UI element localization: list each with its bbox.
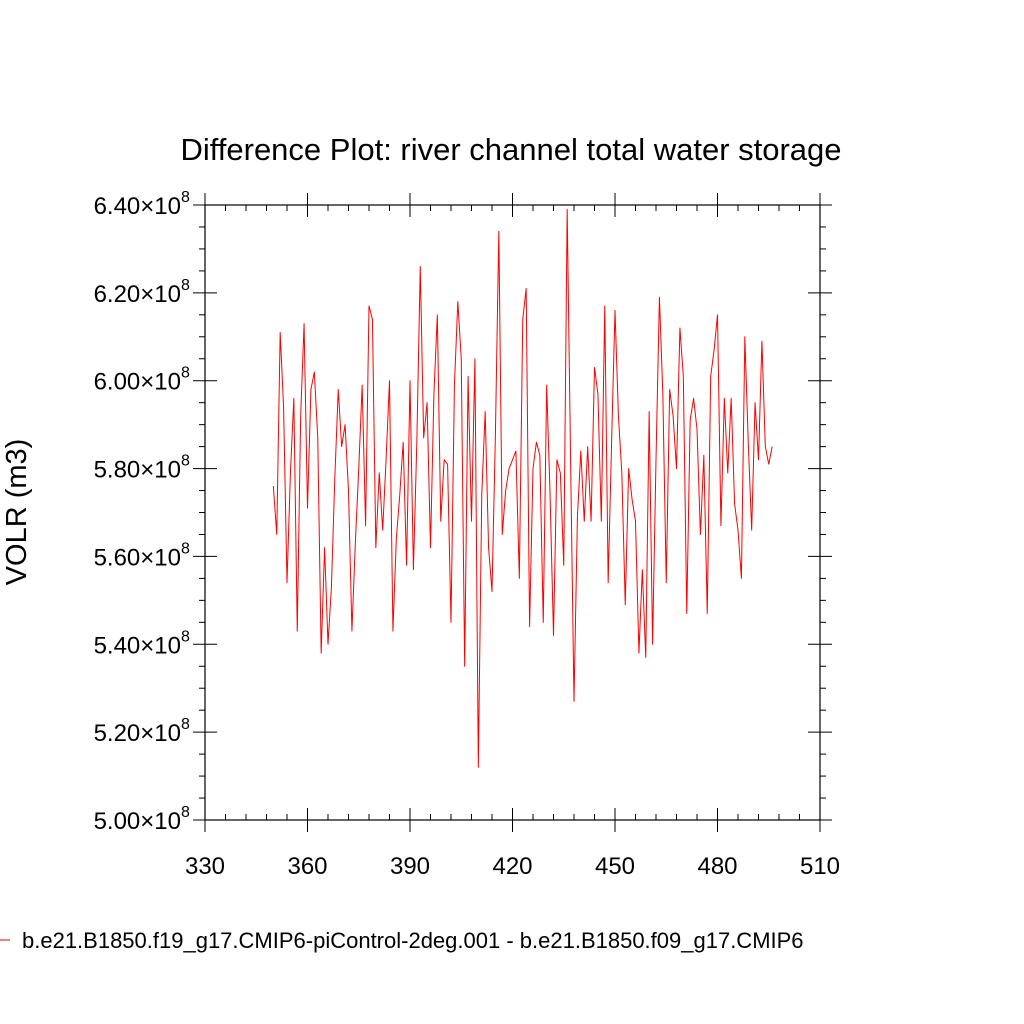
y-tick-label: 6.20×108 (94, 277, 190, 308)
y-tick-label: 5.20×108 (94, 716, 190, 747)
x-tick-label: 510 (800, 853, 840, 880)
x-tick-label: 360 (287, 853, 327, 880)
y-axis-tick-labels: 5.00×108 5.20×108 5.40×108 5.60×108 5.80×108… (94, 189, 190, 835)
y-axis-label: VOLR (m3) (1, 439, 33, 586)
y-tick-label: 5.40×108 (94, 628, 190, 659)
series-group (272, 208, 773, 768)
x-tick-label: 450 (595, 853, 635, 880)
y-tick-label: 6.40×108 (94, 189, 190, 220)
x-tick-label: 420 (492, 853, 532, 880)
axis-ticks (193, 193, 832, 832)
legend-entry-label: b.e21.B1850.f19_g17.CMIP6-piControl-2deg… (22, 928, 804, 953)
x-axis-tick-labels: 330 360 390 420 450 480 510 (185, 853, 840, 880)
x-tick-label: 390 (390, 853, 430, 880)
y-tick-label: 5.00×108 (94, 804, 190, 835)
legend: b.e21.B1850.f19_g17.CMIP6-piControl-2deg… (0, 928, 804, 953)
series-line-0 (272, 208, 773, 768)
y-tick-label: 6.00×108 (94, 365, 190, 396)
chart-title: Difference Plot: river channel total wat… (180, 132, 841, 167)
x-tick-label: 480 (697, 853, 737, 880)
y-tick-label: 5.80×108 (94, 453, 190, 484)
y-tick-label: 5.60×108 (94, 540, 190, 571)
plot-frame (204, 204, 821, 821)
x-tick-label: 330 (185, 853, 225, 880)
